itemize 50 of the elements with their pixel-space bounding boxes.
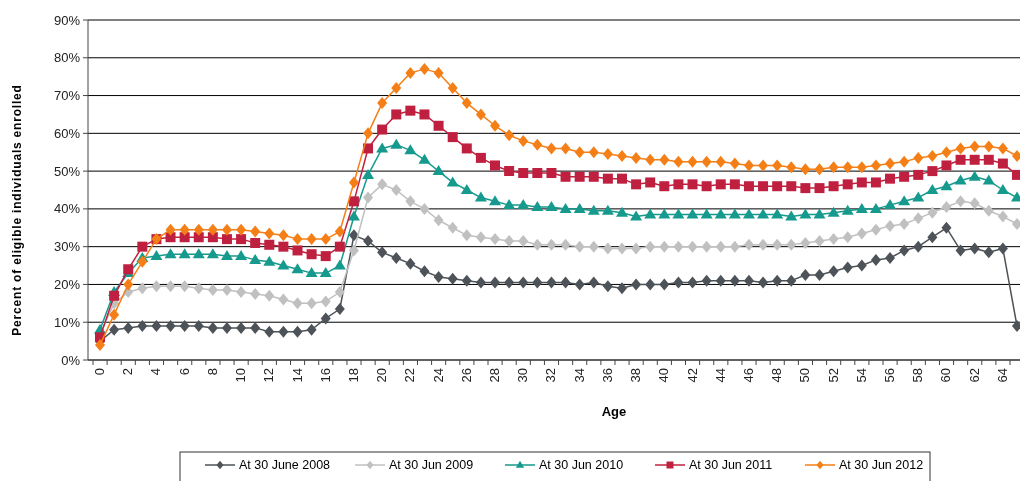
x-tick-label: 48 bbox=[769, 368, 785, 383]
legend-label: At 30 Jun 2011 bbox=[689, 458, 773, 473]
x-tick-label: 60 bbox=[938, 368, 954, 383]
x-tick-label: 34 bbox=[571, 368, 587, 383]
x-tick-label: 10 bbox=[233, 368, 249, 383]
y-tick-label: 0% bbox=[61, 352, 81, 368]
x-tick-label: 12 bbox=[261, 368, 277, 383]
x-tick-label: 6 bbox=[176, 368, 192, 376]
y-tick-label: 70% bbox=[53, 88, 81, 104]
x-tick-label: 30 bbox=[515, 368, 531, 383]
x-tick-label: 46 bbox=[740, 368, 756, 383]
x-tick-label: 58 bbox=[910, 368, 926, 383]
x-tick-label: 36 bbox=[599, 368, 615, 383]
legend-label: At 30 Jun 2012 bbox=[839, 458, 924, 473]
x-tick-label: 50 bbox=[797, 368, 813, 383]
legend-label: At 30 Jun 2010 bbox=[539, 458, 624, 473]
x-tick-label: 26 bbox=[458, 368, 474, 383]
x-tick-label: 4 bbox=[148, 368, 164, 376]
x-tick-label: 52 bbox=[825, 368, 841, 383]
x-tick-label: 24 bbox=[430, 368, 446, 383]
x-tick-label: 2 bbox=[120, 368, 136, 376]
y-tick-label: 50% bbox=[53, 163, 81, 179]
x-tick-label: 16 bbox=[317, 368, 333, 383]
x-tick-label: 28 bbox=[487, 368, 503, 383]
x-tick-label: 56 bbox=[882, 368, 898, 383]
x-tick-label: 32 bbox=[543, 368, 559, 383]
x-tick-label: 22 bbox=[402, 368, 418, 383]
y-axis-title: Percent of eligible individuals enrolled bbox=[10, 84, 24, 336]
x-tick-label: 62 bbox=[966, 368, 982, 383]
y-tick-label: 60% bbox=[53, 125, 81, 141]
y-tick-label: 40% bbox=[53, 201, 81, 217]
x-axis-title: Age bbox=[601, 404, 627, 419]
x-tick-label: 44 bbox=[712, 368, 728, 383]
x-tick-label: 14 bbox=[289, 368, 305, 383]
x-tick-label: 42 bbox=[684, 368, 700, 383]
y-tick-label: 10% bbox=[53, 314, 81, 330]
y-tick-label: 30% bbox=[53, 239, 81, 255]
x-tick-label: 8 bbox=[204, 368, 220, 376]
y-tick-label: 80% bbox=[53, 50, 81, 66]
y-tick-label: 90% bbox=[53, 12, 81, 28]
y-tick-label: 20% bbox=[53, 276, 81, 292]
x-tick-label: 18 bbox=[345, 368, 361, 383]
x-tick-label: 38 bbox=[628, 368, 644, 383]
x-tick-label: 40 bbox=[656, 368, 672, 383]
x-tick-label: 64 bbox=[994, 368, 1010, 383]
x-tick-label: 0 bbox=[92, 368, 107, 376]
legend-label: At 30 June 2008 bbox=[239, 458, 331, 473]
x-tick-label: 54 bbox=[853, 368, 869, 383]
x-tick-label: 20 bbox=[374, 368, 390, 383]
legend-label: At 30 Jun 2009 bbox=[389, 458, 474, 473]
